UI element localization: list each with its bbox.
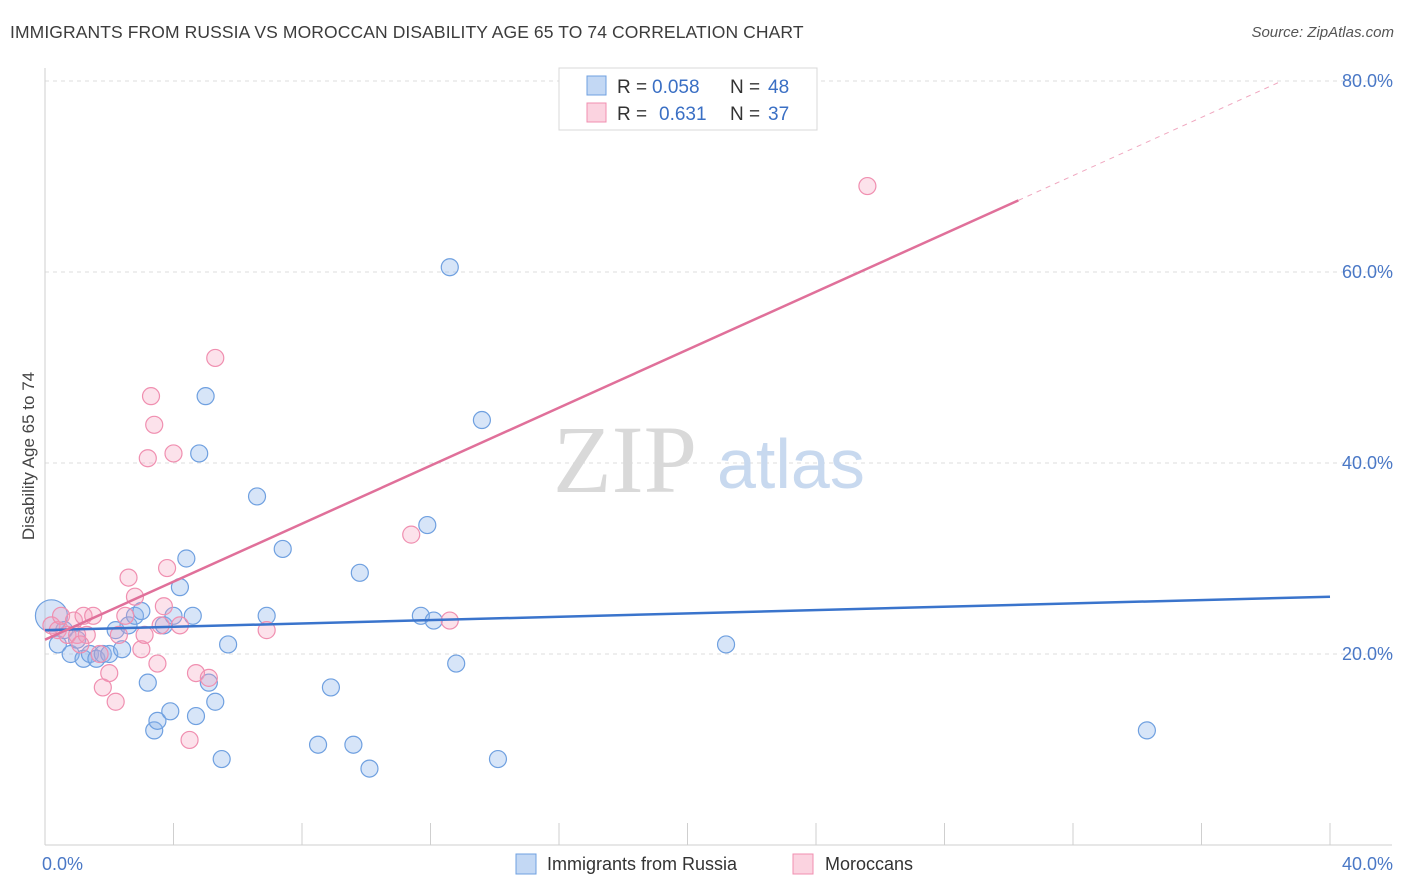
point-russia: [472, 410, 491, 430]
point-moroccans: [119, 568, 138, 587]
legend-top: R = 0.058 N = 48 R = 0.631 N = 37: [558, 67, 818, 131]
point-russia: [161, 702, 180, 721]
y-tick-label: 80.0%: [1342, 71, 1393, 91]
point-russia: [190, 444, 209, 463]
x-tick-label: 0.0%: [42, 854, 83, 874]
legend-r-label-russia: R =: [617, 77, 647, 98]
legend-n-label-russia: N =: [730, 77, 760, 98]
point-russia: [344, 735, 363, 754]
point-moroccans: [138, 449, 157, 468]
point-moroccans: [154, 597, 173, 616]
point-russia: [350, 563, 369, 582]
point-moroccans: [145, 415, 164, 434]
legend-bottom-label-moroccans: Moroccans: [825, 854, 913, 874]
y-axis-label: Disability Age 65 to 74: [19, 372, 38, 540]
point-russia: [418, 515, 437, 535]
point-russia: [186, 706, 206, 726]
point-russia: [308, 735, 328, 754]
source-label: Source: ZipAtlas.com: [1251, 24, 1394, 41]
point-russia: [716, 635, 736, 654]
trendlines: [44, 80, 1331, 641]
point-moroccans: [100, 663, 119, 683]
legend-n-label-moroccans: N =: [730, 104, 760, 125]
point-russia: [119, 616, 138, 635]
legend-bottom-swatch-russia: [515, 853, 537, 875]
legend-n-value-russia: 48: [768, 77, 789, 98]
point-moroccans: [157, 558, 177, 578]
point-moroccans: [180, 730, 199, 750]
point-russia: [206, 692, 225, 711]
point-russia: [360, 759, 379, 778]
point-moroccans: [858, 176, 877, 196]
point-russia: [273, 539, 292, 559]
point-moroccans: [148, 654, 167, 673]
point-moroccans: [132, 640, 151, 659]
point-moroccans: [141, 387, 161, 406]
legend-bottom-label-russia: Immigrants from Russia: [547, 854, 738, 874]
point-russia: [212, 749, 231, 769]
chart-title: IMMIGRANTS FROM RUSSIA VS MOROCCAN DISAB…: [10, 22, 804, 42]
point-moroccans: [402, 525, 421, 544]
point-moroccans: [71, 635, 90, 654]
point-russia: [138, 673, 157, 692]
legend-r-label-moroccans: R =: [617, 104, 647, 125]
point-russia: [145, 721, 164, 740]
point-russia: [183, 606, 202, 625]
watermark: ZIP atlas: [553, 406, 865, 513]
y-tick-label: 40.0%: [1342, 453, 1393, 473]
point-russia: [447, 654, 466, 673]
point-moroccans: [77, 625, 96, 645]
point-russia: [112, 640, 132, 659]
legend-r-value-russia: 0.058: [652, 77, 700, 98]
point-russia: [219, 635, 238, 654]
point-moroccans: [164, 444, 183, 463]
tick-labels: 20.0% 40.0% 60.0% 80.0% 0.0% 40.0%: [42, 71, 1393, 874]
point-moroccans: [116, 606, 135, 625]
point-russia: [247, 487, 267, 506]
point-russia: [199, 673, 218, 692]
point-russia: [196, 387, 215, 406]
point-moroccans: [109, 625, 128, 645]
trendline-moroccans: [44, 199, 1019, 641]
x-tick-label: 40.0%: [1342, 854, 1393, 874]
point-russia: [440, 258, 459, 277]
trendline-moroccans-extension: [1018, 80, 1283, 201]
legend-swatch-russia: [586, 75, 607, 96]
point-moroccans: [206, 348, 225, 368]
point-moroccans: [199, 668, 218, 687]
watermark-zip: ZIP: [553, 406, 697, 513]
point-moroccans: [90, 644, 109, 664]
y-tick-label: 20.0%: [1342, 644, 1393, 664]
point-moroccans: [106, 692, 125, 711]
legend-n-value-moroccans: 37: [768, 104, 789, 125]
point-russia: [164, 606, 183, 625]
point-moroccans: [257, 621, 276, 640]
watermark-atlas: atlas: [717, 425, 865, 503]
legend-r-value-moroccans: 0.631: [659, 104, 707, 125]
point-russia: [177, 549, 196, 568]
y-tick-label: 60.0%: [1342, 262, 1393, 282]
axes: [44, 68, 1392, 846]
legend-swatch-moroccans: [586, 102, 607, 123]
point-moroccans: [135, 625, 154, 645]
point-russia: [488, 749, 508, 769]
legend-bottom-swatch-moroccans: [792, 853, 814, 875]
point-russia: [1137, 721, 1156, 740]
grid-lines: [45, 80, 1392, 655]
point-russia: [148, 711, 167, 730]
legend-bottom: Immigrants from Russia Moroccans: [515, 853, 913, 875]
point-russia: [321, 678, 341, 697]
point-moroccans: [151, 616, 170, 635]
trendline-russia: [44, 595, 1331, 632]
